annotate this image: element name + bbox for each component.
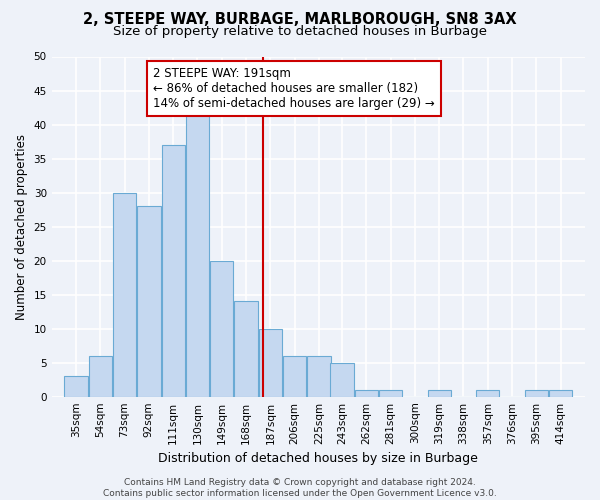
Bar (161, 145, 185, 397)
Text: Contains HM Land Registry data © Crown copyright and database right 2024.
Contai: Contains HM Land Registry data © Crown c… (103, 478, 497, 498)
Bar (210, 260, 233, 396)
Bar (428, 390, 451, 396)
Y-axis label: Number of detached properties: Number of detached properties (15, 134, 28, 320)
Bar (549, 390, 572, 396)
Bar (259, 328, 282, 396)
Text: 2, STEEPE WAY, BURBAGE, MARLBOROUGH, SN8 3AX: 2, STEEPE WAY, BURBAGE, MARLBOROUGH, SN8… (83, 12, 517, 28)
Text: Size of property relative to detached houses in Burbage: Size of property relative to detached ho… (113, 25, 487, 38)
Bar (283, 356, 307, 397)
Bar (307, 356, 331, 397)
Bar (379, 390, 402, 396)
Bar (113, 192, 136, 396)
Bar (331, 362, 353, 396)
Bar (64, 376, 88, 396)
X-axis label: Distribution of detached houses by size in Burbage: Distribution of detached houses by size … (158, 452, 478, 465)
Bar (235, 302, 258, 396)
Bar (137, 206, 161, 396)
Text: 2 STEEPE WAY: 191sqm
← 86% of detached houses are smaller (182)
14% of semi-deta: 2 STEEPE WAY: 191sqm ← 86% of detached h… (153, 66, 435, 110)
Bar (355, 390, 378, 396)
Bar (186, 111, 209, 397)
Bar (89, 356, 112, 397)
Bar (476, 390, 499, 396)
Bar (525, 390, 548, 396)
